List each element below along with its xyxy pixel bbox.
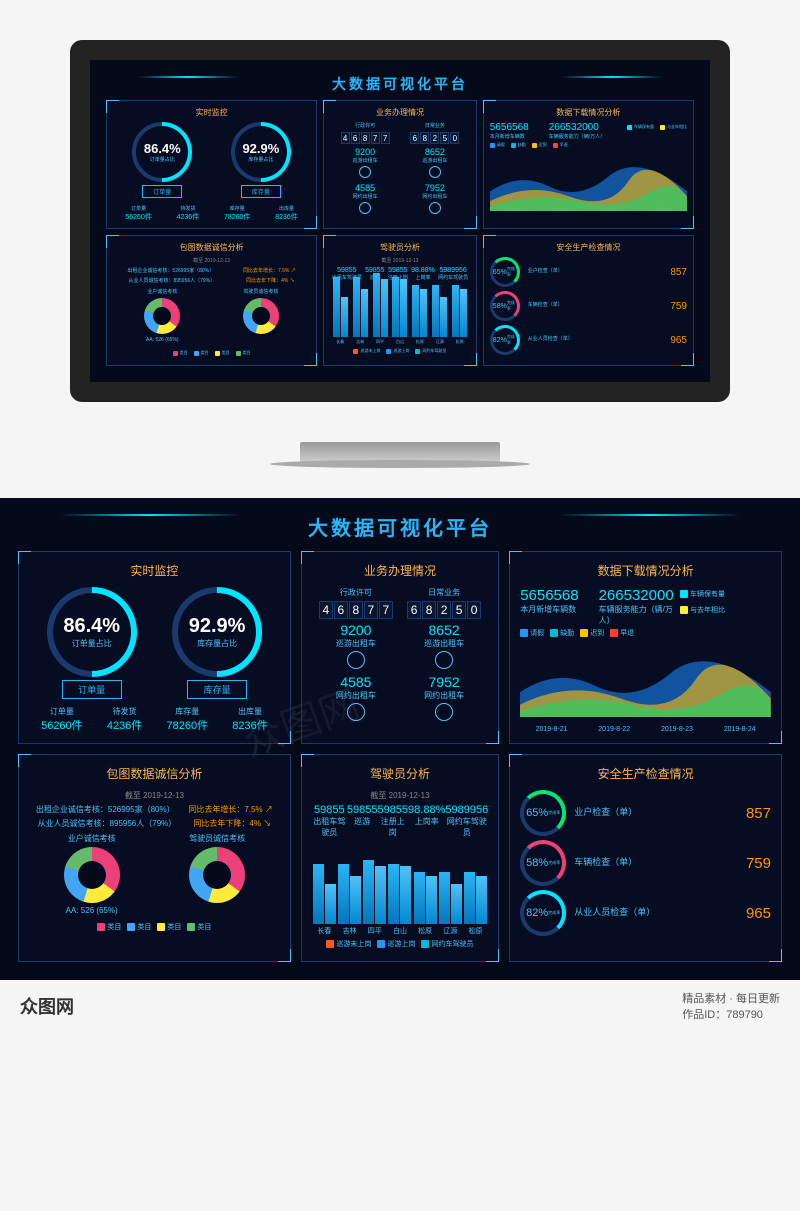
progress-ring: 58%完成率 — [490, 291, 520, 321]
stat-item: 待发货4236件 — [177, 205, 200, 222]
monitor-screen: 大数据可视化平台 实时监控 86.4%订单量占比订单量 92.9%库存量占比库存… — [70, 40, 730, 402]
footer-text-1: 精品素材 · 每日更新 — [682, 993, 780, 1005]
stock-button[interactable]: 库存量 — [241, 185, 281, 198]
safety-row: 58%完成率车辆检查（单）759 — [520, 840, 771, 886]
pie-chart-1 — [64, 847, 120, 903]
panel-credit: 包图数据诚信分析 截至 2019-12-13 出租企业诚信考核：526995家（… — [18, 754, 291, 962]
progress-ring: 82%完成率 — [490, 325, 520, 355]
footer-logo: 众图网 — [20, 993, 74, 1019]
car-icon — [347, 703, 365, 721]
panel-download: 数据下载情况分析 5656568本月新增车辆数266532000车辆服务能力（辆… — [483, 100, 694, 229]
stat-item: 库存量78260件 — [166, 706, 208, 733]
pie-chart-2 — [243, 298, 279, 334]
panel-download: 数据下载情况分析 5656568本月新增车辆数266532000车辆服务能力（辆… — [509, 551, 782, 744]
page-footer: 众图网 精品素材 · 每日更新 作品ID：789790 — [0, 980, 800, 1032]
panel-title: 实时监控 — [113, 107, 310, 118]
safety-row: 82%完成率从业人员检查（单）965 — [490, 325, 687, 355]
progress-ring: 65%完成率 — [520, 790, 566, 836]
bar-chart — [312, 844, 488, 924]
orders-button[interactable]: 订单量 — [142, 185, 182, 198]
full-dashboard: 众图网 大数据可视化平台 实时监控 86.4%订单量占比订单量 92.9%库存量… — [0, 498, 800, 980]
car-icon — [347, 651, 365, 669]
panel-title: 实时监控 — [29, 562, 280, 579]
panel-business: 业务办理情况 行政许可日常业务 46877 68250 9200巡游出租车865… — [323, 100, 477, 229]
digit-counter-1: 46877 — [319, 601, 393, 619]
pie-chart-2 — [189, 847, 245, 903]
safety-row: 58%完成率车辆检查（单）759 — [490, 291, 687, 321]
dashboard-title: 大数据可视化平台 — [4, 502, 796, 551]
gauge-orders: 86.4%订单量占比 — [132, 122, 192, 182]
area-chart — [520, 642, 771, 722]
digit-counter-1: 46877 — [341, 132, 390, 144]
car-icon — [359, 202, 371, 214]
digit-counter-2: 68250 — [407, 601, 481, 619]
monitor-mockup: 大数据可视化平台 实时监控 86.4%订单量占比订单量 92.9%库存量占比库存… — [0, 0, 800, 468]
stat-item: 订单量56260件 — [125, 205, 151, 222]
stock-button[interactable]: 库存量 — [187, 680, 247, 699]
car-icon — [429, 166, 441, 178]
car-icon — [359, 166, 371, 178]
dashboard-title: 大数据可视化平台 — [98, 68, 702, 100]
safety-row: 65%完成率业户检查（单）857 — [490, 257, 687, 287]
stat-item: 订单量56260件 — [41, 706, 83, 733]
gauge-orders: 86.4%订单量占比 — [47, 587, 137, 677]
safety-row: 65%完成率业户检查（单）857 — [520, 790, 771, 836]
panel-monitor: 实时监控 86.4%订单量占比订单量 92.9%库存量占比库存量 订单量5626… — [106, 100, 317, 229]
panel-credit: 包图数据诚信分析 截至 2019-12-13 出租企业诚信考核：526995家（… — [106, 235, 317, 366]
car-icon — [435, 703, 453, 721]
panel-monitor: 实时监控 86.4%订单量占比订单量 92.9%库存量占比库存量 订单量5626… — [18, 551, 291, 744]
panel-business: 业务办理情况 行政许可日常业务 46877 68250 9200巡游出租车865… — [301, 551, 499, 744]
footer-text-2: 作品ID：789790 — [682, 1009, 763, 1021]
car-icon — [429, 202, 441, 214]
stat-item: 库存量78260件 — [224, 205, 250, 222]
stat-item: 出库量8236件 — [275, 205, 298, 222]
progress-ring: 82%完成率 — [520, 890, 566, 936]
stat-item: 出库量8236件 — [232, 706, 267, 733]
area-chart — [490, 152, 687, 202]
gauge-stock: 92.9%库存量占比 — [231, 122, 291, 182]
panel-safety: 安全生产检查情况 65%完成率业户检查（单）85758%完成率车辆检查（单）75… — [483, 235, 694, 366]
progress-ring: 65%完成率 — [490, 257, 520, 287]
pie-chart-1 — [144, 298, 180, 334]
panel-driver: 驾驶员分析 截至 2019-12-13 59855出租车驾驶员59855巡游59… — [301, 754, 499, 962]
bar-chart — [330, 287, 470, 337]
digit-counter-2: 68250 — [410, 132, 459, 144]
gauge-stock: 92.9%库存量占比 — [172, 587, 262, 677]
orders-button[interactable]: 订单量 — [62, 680, 122, 699]
progress-ring: 58%完成率 — [520, 840, 566, 886]
safety-row: 82%完成率从业人员检查（单）965 — [520, 890, 771, 936]
car-icon — [435, 651, 453, 669]
panel-safety: 安全生产检查情况 65%完成率业户检查（单）85758%完成率车辆检查（单）75… — [509, 754, 782, 962]
stat-item: 待发货4236件 — [107, 706, 142, 733]
panel-driver: 驾驶员分析 截至 2019-12-13 59855出租车驾驶员59855巡游59… — [323, 235, 477, 366]
